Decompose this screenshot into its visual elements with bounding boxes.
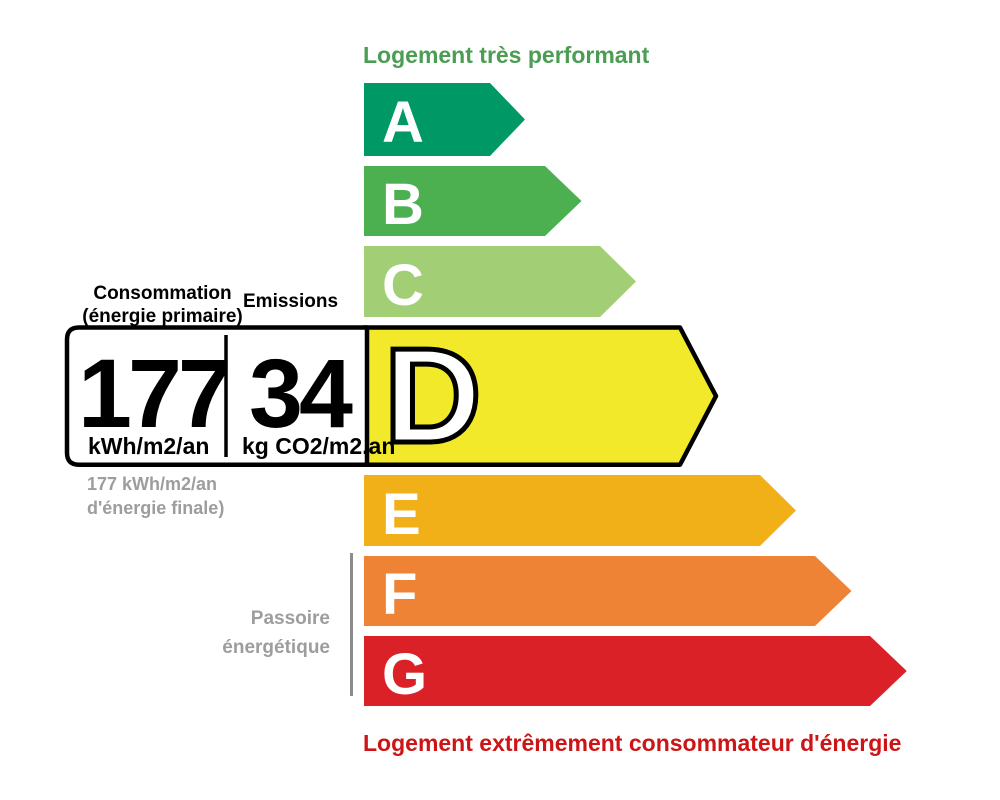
svg-text:D: D [384,320,482,471]
svg-text:G: G [382,642,427,707]
svg-text:A: A [382,90,424,155]
svg-text:C: C [382,253,424,318]
svg-text:E: E [382,482,421,547]
svg-text:B: B [382,172,424,237]
svg-text:F: F [382,562,417,627]
